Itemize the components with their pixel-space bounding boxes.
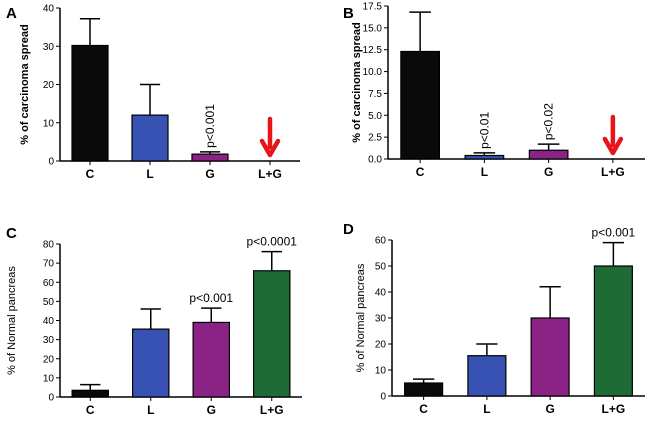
y-tick-label: 50	[375, 262, 387, 273]
bar-c	[400, 50, 441, 160]
p-value-label: p<0.001	[592, 226, 636, 240]
y-tick-label: 20	[43, 354, 55, 365]
y-tick-label: 80	[43, 240, 55, 251]
y-axis-label: % of Normal pancreas	[355, 263, 367, 372]
y-tick-label: 12.5	[363, 45, 383, 56]
x-tick-label: C	[86, 403, 95, 417]
y-tick-label: 70	[43, 259, 55, 270]
bar-lg	[253, 270, 291, 398]
bar-l	[464, 154, 505, 160]
x-tick-label: C	[419, 402, 428, 416]
p-value-label: p<0.02	[542, 103, 556, 140]
y-tick-label: 20	[43, 80, 55, 91]
arrow-head	[259, 138, 281, 158]
y-tick-label: 40	[43, 316, 55, 327]
y-tick-label: 10	[43, 373, 55, 384]
x-tick-label: L+G	[602, 402, 626, 416]
bar-l	[467, 355, 507, 397]
down-arrow-icon	[602, 114, 624, 156]
y-tick-label: 0	[48, 157, 54, 168]
y-tick-label: 0.0	[368, 155, 382, 166]
y-tick-label: 30	[43, 42, 55, 53]
p-value-label: p<0.001	[203, 104, 217, 148]
y-tick-label: 10	[375, 366, 387, 377]
x-tick-label: L	[483, 402, 490, 416]
panel-d: D 0 10 20 30 40 50 60 % of Normal pancreas C L G L+G…	[343, 221, 645, 416]
p-value-label: p<0.01	[477, 112, 491, 149]
x-tick-label: L	[481, 165, 488, 179]
panel-letter: D	[343, 221, 354, 238]
x-tick-label: L	[147, 403, 154, 417]
y-tick-label: 7.5	[368, 89, 382, 100]
bar-l	[132, 328, 170, 398]
y-tick-label: 2.5	[368, 133, 382, 144]
y-tick-label: 10	[43, 118, 55, 129]
bar-l	[131, 114, 169, 162]
bar-g	[192, 321, 231, 398]
x-tick-label: G	[545, 402, 554, 416]
panel-c: C 0 10 20 30 40 50 60 70 80 % of Normal pancreas C L…	[6, 225, 302, 417]
y-tick-label: 0	[48, 393, 54, 404]
bar-c	[71, 389, 109, 398]
y-tick-label: 20	[375, 340, 387, 351]
bar-g	[528, 149, 569, 160]
bar-c	[404, 382, 444, 397]
x-tick-label: C	[416, 165, 425, 179]
x-tick-label: G	[544, 165, 553, 179]
x-tick-label: C	[86, 167, 95, 181]
bar-g	[530, 317, 570, 397]
panel-b: B 0.0 2.5 5.0 7.5 10.0 12.5 15.0 17.5% of carcin…	[343, 2, 645, 179]
y-tick-label: 60	[375, 236, 387, 247]
panel-letter: C	[6, 225, 17, 242]
bar-g	[191, 153, 229, 162]
y-tick-label: 30	[375, 314, 387, 325]
bar-c	[71, 44, 109, 162]
panel-letter: A	[6, 5, 17, 22]
p-value-label: p<0.0001	[247, 235, 298, 249]
y-tick-label: 60	[43, 278, 55, 289]
y-axis-label: % of carcinoma spread	[351, 22, 363, 142]
panel-letter: B	[343, 5, 354, 22]
y-axis-label: % of carcinoma spread	[19, 24, 31, 144]
x-tick-label: L+G	[601, 165, 625, 179]
y-tick-label: 40	[375, 288, 387, 299]
x-tick-label: G	[205, 167, 214, 181]
y-tick-label: 10.0	[363, 67, 383, 78]
x-tick-label: L+G	[260, 403, 284, 417]
y-axis-label: % of Normal pancreas	[6, 266, 18, 375]
y-tick-label: 0	[380, 392, 386, 403]
x-tick-label: L	[146, 167, 153, 181]
down-arrow-icon	[259, 116, 281, 158]
arrow-head	[602, 136, 624, 156]
x-tick-label: L+G	[258, 167, 282, 181]
bar-lg	[593, 265, 633, 397]
y-tick-label: 15.0	[363, 23, 383, 34]
panel-a: A 0 10 20 30 40 % of carcinoma spread C L G L+G p<0…	[6, 4, 300, 181]
y-tick-label: 5.0	[368, 111, 382, 122]
x-tick-label: G	[207, 403, 216, 417]
p-value-label: p<0.001	[189, 291, 233, 305]
y-tick-label: 30	[43, 335, 55, 346]
y-tick-label: 50	[43, 297, 55, 308]
y-tick-label: 40	[43, 4, 55, 15]
y-tick-label: 17.5	[363, 2, 383, 13]
